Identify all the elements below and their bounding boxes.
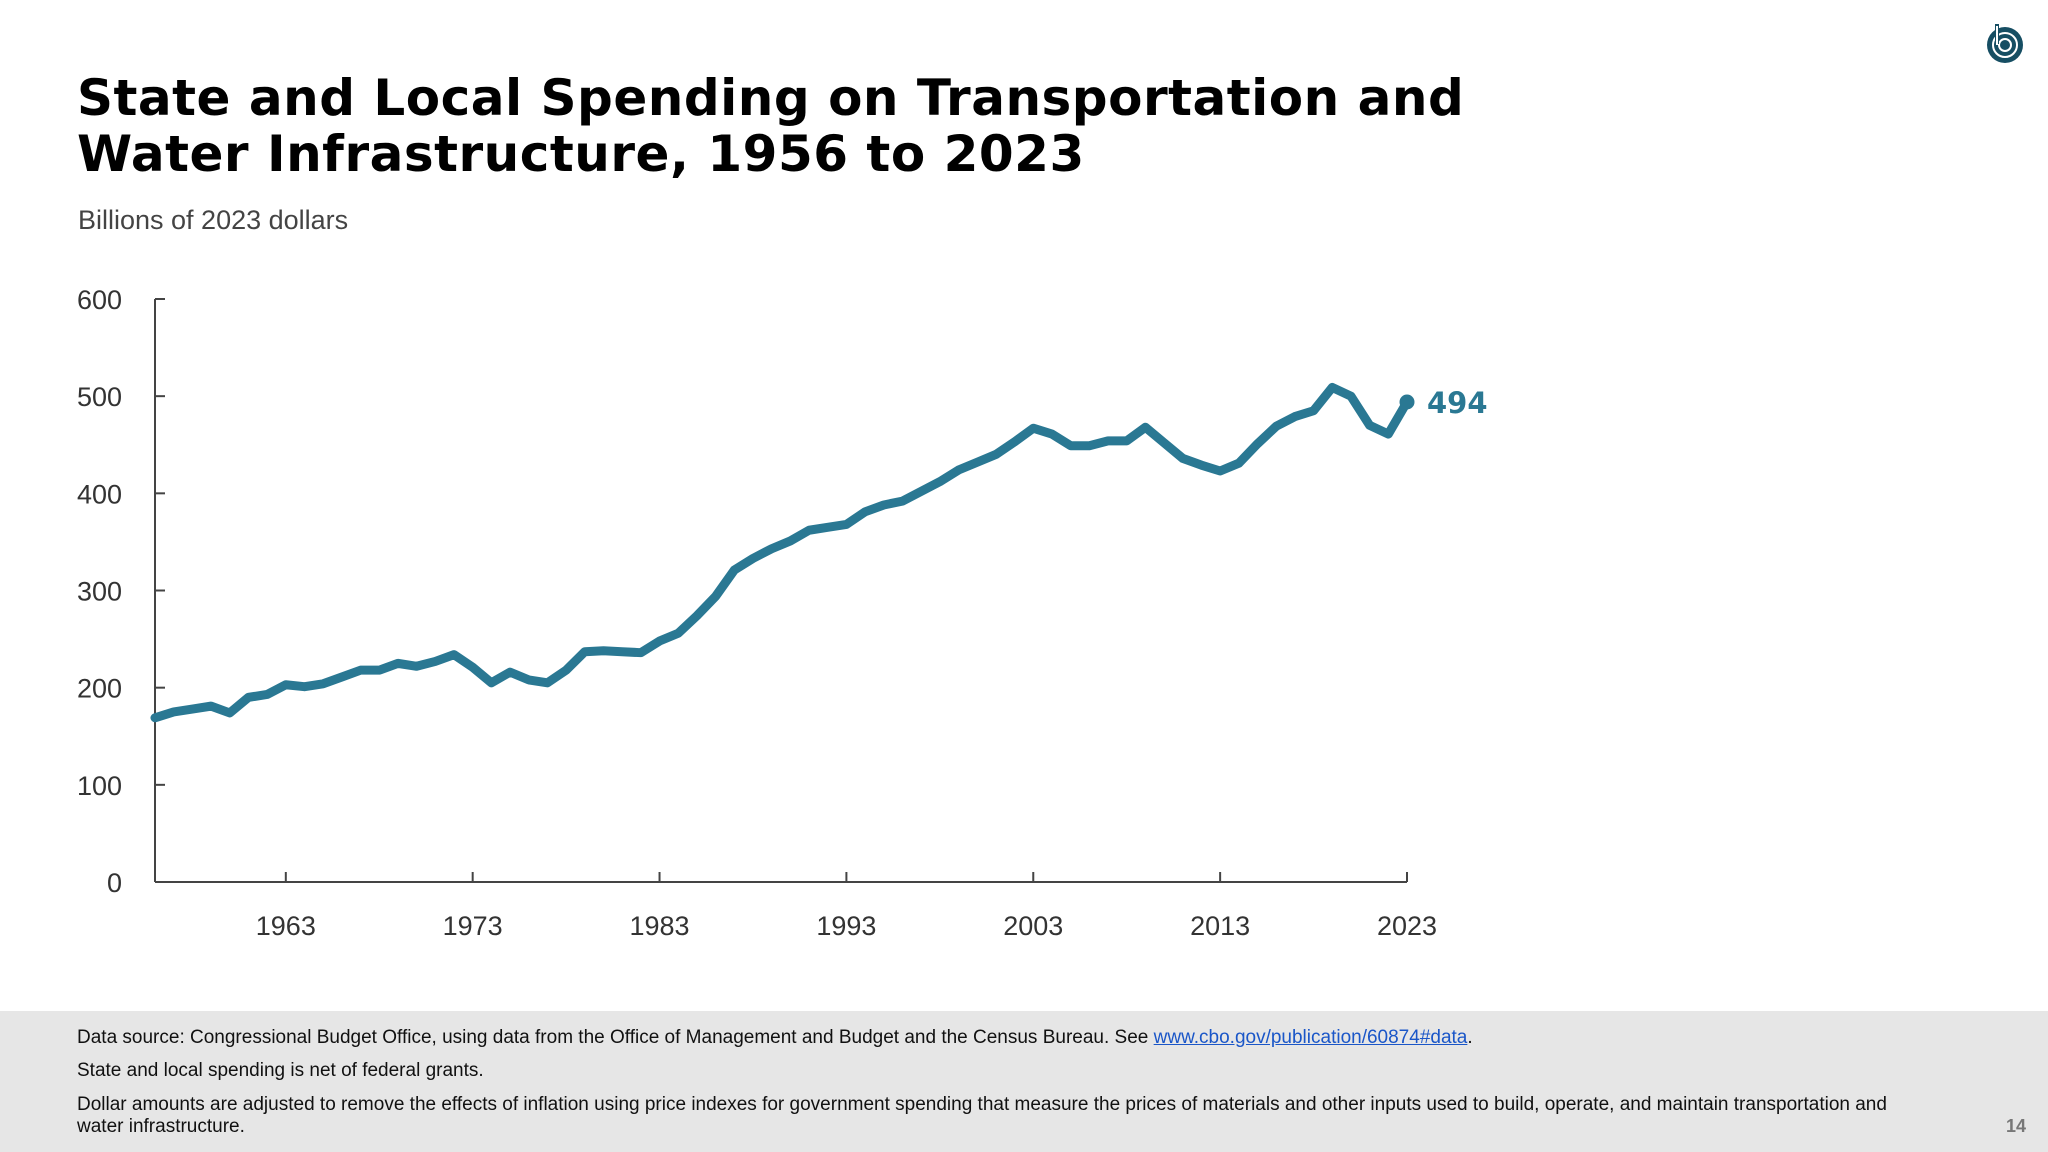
x-tick-label: 2013 bbox=[1190, 911, 1250, 941]
y-tick-label: 400 bbox=[77, 479, 122, 509]
grants-note: State and local spending is net of feder… bbox=[77, 1060, 484, 1081]
x-tick-label: 1993 bbox=[816, 911, 876, 941]
line-chart: 0 100 200 300 400 500 600 1963 1973 1983 1993 2003 2… bbox=[77, 285, 1488, 941]
x-tick-label: 1973 bbox=[443, 911, 503, 941]
cbo-logo-icon bbox=[1987, 24, 2023, 63]
inflation-note: Dollar amounts are adjusted to remove th… bbox=[77, 1094, 1887, 1137]
y-tick-label: 0 bbox=[107, 868, 122, 898]
y-tick-label: 500 bbox=[77, 382, 122, 412]
footer-notes: Data source: Congressional Budget Office… bbox=[0, 1011, 2048, 1152]
data-series-line bbox=[150, 382, 1412, 723]
y-tick-label: 200 bbox=[77, 674, 122, 704]
title-line-2: Water Infrastructure, 1956 to 2023 bbox=[77, 125, 1085, 183]
x-tick-label: 1983 bbox=[629, 911, 689, 941]
page-number: 14 bbox=[2005, 1116, 2026, 1136]
title-line-1: State and Local Spending on Transportati… bbox=[77, 69, 1465, 127]
x-tick-label: 2003 bbox=[1003, 911, 1063, 941]
data-link[interactable]: www.cbo.gov/publication/60874#data bbox=[1153, 1027, 1468, 1048]
chart-title: State and Local Spending on Transportati… bbox=[77, 70, 1464, 182]
end-value-label: 494 bbox=[1427, 386, 1488, 420]
end-point-marker bbox=[1399, 394, 1415, 410]
y-tick-label: 300 bbox=[77, 577, 122, 607]
data-source-note: Data source: Congressional Budget Office… bbox=[77, 1027, 1473, 1048]
y-tick-label: 600 bbox=[77, 285, 122, 315]
y-tick-label: 100 bbox=[77, 771, 122, 801]
y-axis-unit-label: Billions of 2023 dollars bbox=[78, 205, 349, 235]
x-tick-label: 1963 bbox=[256, 911, 316, 941]
x-tick-label: 2023 bbox=[1377, 911, 1437, 941]
